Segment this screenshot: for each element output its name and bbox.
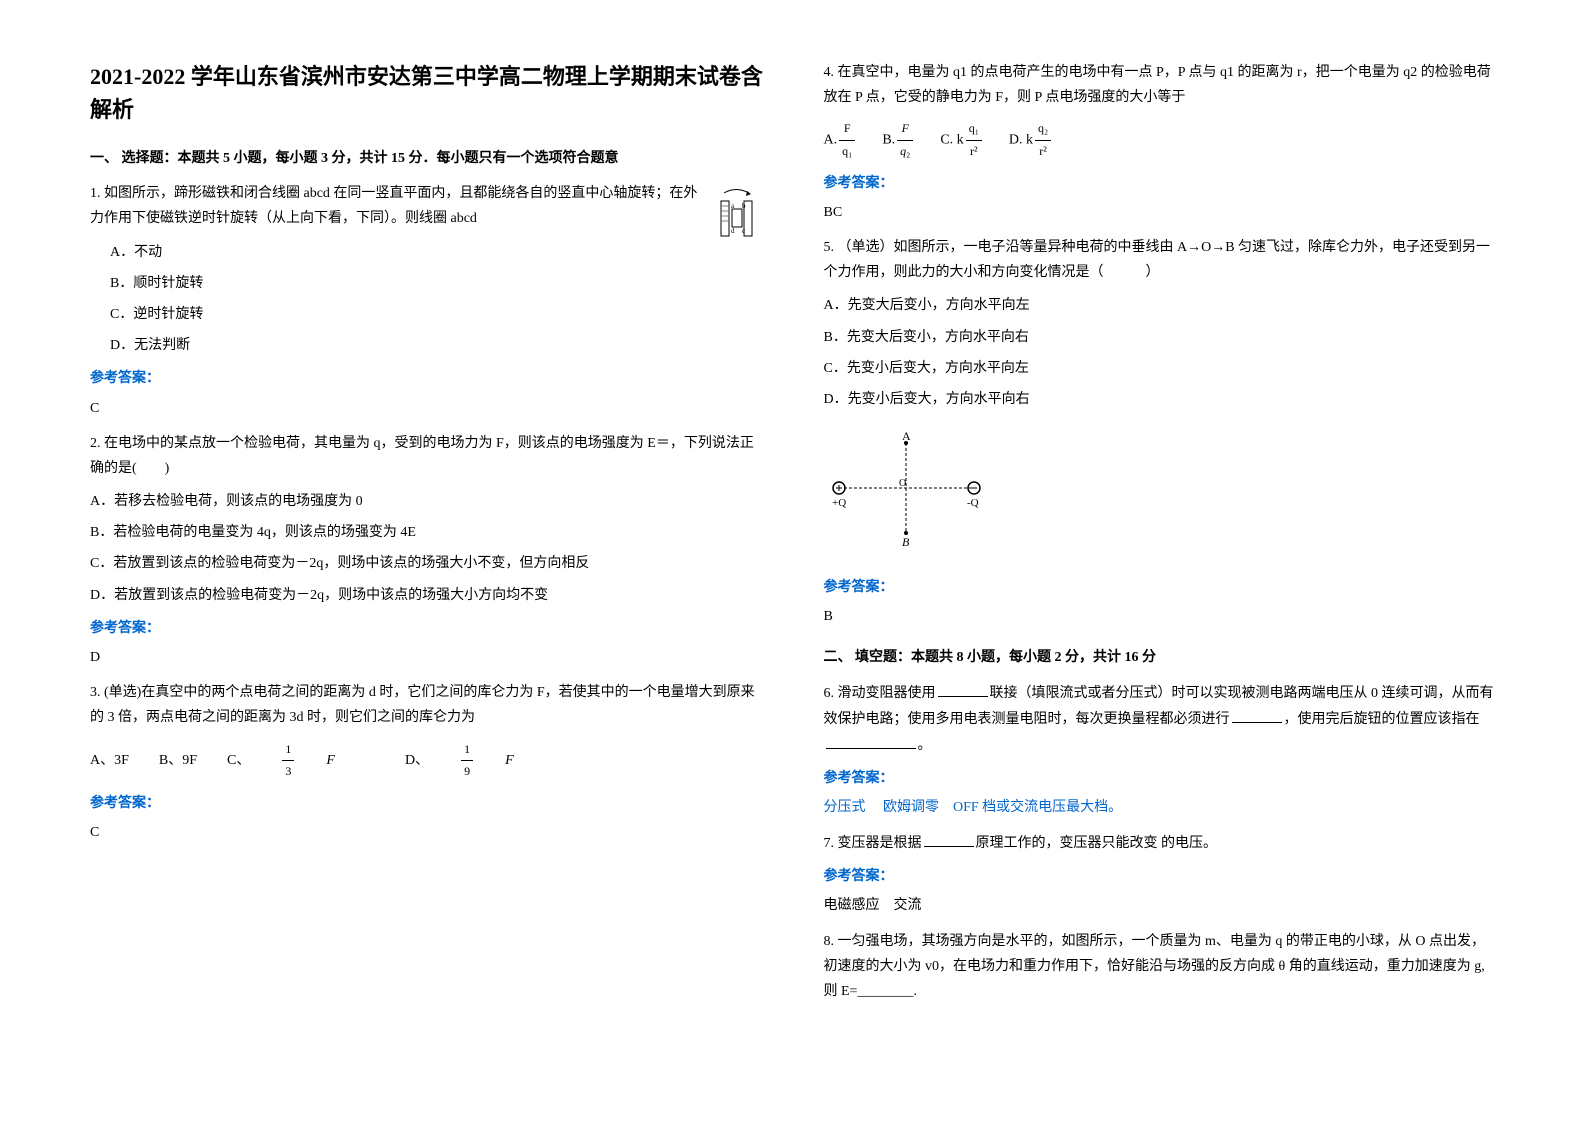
section2-header: 二、 填空题：本题共 8 小题，每小题 2 分，共计 16 分 bbox=[824, 645, 1498, 670]
q7-t2: 原理工作的，变压器只能改变 的电压。 bbox=[976, 836, 1218, 851]
q2-text: 2. 在电场中的某点放一个检验电荷，其电量为 q，受到的电场力为 F，则该点的电… bbox=[90, 431, 764, 481]
q6-t4: 。 bbox=[918, 738, 932, 753]
blank bbox=[938, 680, 988, 697]
q6-t3: ，使用完后旋钮的位置应该指在 bbox=[1284, 712, 1480, 727]
q5-answer: B bbox=[824, 604, 1498, 629]
q6-answer: 分压式 欧姆调零 OFF 档或交流电压最大档。 bbox=[824, 795, 1498, 820]
svg-text:+Q: +Q bbox=[832, 497, 846, 509]
q2-optA: A．若移去检验电荷，则该点的电场强度为 0 bbox=[90, 489, 764, 514]
q5-optA: A．先变大后变小，方向水平向左 bbox=[824, 293, 1498, 318]
q2-answer: D bbox=[90, 645, 764, 670]
q6-answer-label: 参考答案： bbox=[824, 766, 1498, 791]
q1-optD: D．无法判断 bbox=[90, 333, 764, 358]
blank bbox=[826, 732, 916, 749]
q1-text: 1. 如图所示，蹄形磁铁和闭合线圈 abcd 在同一竖直平面内，且都能绕各自的竖… bbox=[90, 181, 764, 231]
blank bbox=[1232, 706, 1282, 723]
q5-optB: B．先变大后变小，方向水平向右 bbox=[824, 325, 1498, 350]
left-column: 2021-2022 学年山东省滨州市安达第三中学高二物理上学期期末试卷含解析 一… bbox=[90, 60, 764, 1014]
q7-text: 7. 变压器是根据 原理工作的，变压器只能改变 的电压。 bbox=[824, 830, 1498, 856]
q2-optB: B．若检验电荷的电量变为 4q，则该点的场强变为 4E bbox=[90, 520, 764, 545]
question-4: 4. 在真空中，电量为 q1 的点电荷产生的电场中有一点 P，P 点与 q1 的… bbox=[824, 60, 1498, 225]
q5-optD: D．先变小后变大，方向水平向右 bbox=[824, 387, 1498, 412]
q4-answer-label: 参考答案： bbox=[824, 171, 1498, 196]
q8-text: 8. 一匀强电场，其场强方向是水平的，如图所示，一个质量为 m、电量为 q 的带… bbox=[824, 929, 1498, 1005]
q3-optD: D、 bbox=[405, 748, 429, 773]
svg-text:A: A bbox=[902, 429, 911, 443]
svg-text:B: B bbox=[902, 535, 910, 548]
question-8: 8. 一匀强电场，其场强方向是水平的，如图所示，一个质量为 m、电量为 q 的带… bbox=[824, 929, 1498, 1005]
svg-text:b: b bbox=[742, 202, 746, 210]
q3-fracD: 19 bbox=[461, 739, 473, 783]
question-7: 7. 变压器是根据 原理工作的，变压器只能改变 的电压。 参考答案： 电磁感应 交… bbox=[824, 830, 1498, 918]
q6-text: 6. 滑动变阻器使用联接（填限流式或者分压式）时可以实现被测电路两端电压从 0 … bbox=[824, 680, 1498, 758]
question-3: 3. (单选)在真空中的两个点电荷之间的距离为 d 时，它们之间的库仑力为 F，… bbox=[90, 680, 764, 845]
q1-answer-label: 参考答案： bbox=[90, 366, 764, 391]
q7-t1: 7. 变压器是根据 bbox=[824, 836, 922, 851]
blank bbox=[924, 830, 974, 847]
svg-text:O: O bbox=[899, 478, 906, 489]
section1-header: 一、 选择题：本题共 5 小题，每小题 3 分，共计 15 分．每小题只有一个选… bbox=[90, 146, 764, 171]
q7-answer: 电磁感应 交流 bbox=[824, 893, 1498, 918]
q3-answer-label: 参考答案： bbox=[90, 791, 764, 816]
page-container: 2021-2022 学年山东省滨州市安达第三中学高二物理上学期期末试卷含解析 一… bbox=[90, 60, 1497, 1014]
q4-optC: C. kq₁r² bbox=[940, 118, 984, 162]
q5-optC: C．先变小后变大，方向水平向左 bbox=[824, 356, 1498, 381]
q3-options-row: A、3F B、9F C、 13F D、 19F bbox=[90, 739, 764, 783]
magnet-diagram: a b d c bbox=[709, 181, 764, 241]
q1-optB: B．顺时针旋转 bbox=[90, 271, 764, 296]
question-6: 6. 滑动变阻器使用联接（填限流式或者分压式）时可以实现被测电路两端电压从 0 … bbox=[824, 680, 1498, 820]
q4-formulas: A.Fq₁ B.Fq₂ C. kq₁r² D. kq₂r² bbox=[824, 118, 1498, 162]
svg-text:c: c bbox=[742, 227, 745, 235]
q4-optB: B.Fq₂ bbox=[882, 118, 915, 162]
question-5: 5. （单选）如图所示，一电子沿等量异种电荷的中垂线由 A→O→B 匀速飞过，除… bbox=[824, 235, 1498, 630]
q3-optB: B、9F bbox=[159, 748, 197, 773]
q6-t1: 6. 滑动变阻器使用 bbox=[824, 686, 936, 701]
q2-optD: D．若放置到该点的检验电荷变为－2q，则场中该点的场强大小方向均不变 bbox=[90, 583, 764, 608]
q3-optC: C、 bbox=[227, 748, 250, 773]
q4-optA: A.Fq₁ bbox=[824, 118, 858, 162]
q4-text: 4. 在真空中，电量为 q1 的点电荷产生的电场中有一点 P，P 点与 q1 的… bbox=[824, 60, 1498, 110]
q3-text: 3. (单选)在真空中的两个点电荷之间的距离为 d 时，它们之间的库仑力为 F，… bbox=[90, 680, 764, 730]
q3-answer: C bbox=[90, 820, 764, 845]
q1-optC: C．逆时针旋转 bbox=[90, 302, 764, 327]
q2-optC: C．若放置到该点的检验电荷变为－2q，则场中该点的场强大小不变，但方向相反 bbox=[90, 551, 764, 576]
question-2: 2. 在电场中的某点放一个检验电荷，其电量为 q，受到的电场力为 F，则该点的电… bbox=[90, 431, 764, 671]
exam-title: 2021-2022 学年山东省滨州市安达第三中学高二物理上学期期末试卷含解析 bbox=[90, 60, 764, 126]
q5-answer-label: 参考答案： bbox=[824, 575, 1498, 600]
question-1: a b d c 1. 如图所示，蹄形磁铁和闭合线圈 abcd 在同一竖直平面内，… bbox=[90, 181, 764, 421]
q1-optA: A．不动 bbox=[90, 240, 764, 265]
field-diagram: A B +Q -Q O bbox=[824, 428, 984, 548]
q2-answer-label: 参考答案： bbox=[90, 616, 764, 641]
q7-answer-label: 参考答案： bbox=[824, 864, 1498, 889]
q4-optD: D. kq₂r² bbox=[1009, 118, 1053, 162]
right-column: 4. 在真空中，电量为 q1 的点电荷产生的电场中有一点 P，P 点与 q1 的… bbox=[824, 60, 1498, 1014]
q4-answer: BC bbox=[824, 200, 1498, 225]
q5-text: 5. （单选）如图所示，一电子沿等量异种电荷的中垂线由 A→O→B 匀速飞过，除… bbox=[824, 235, 1498, 285]
svg-text:-Q: -Q bbox=[967, 497, 979, 509]
q3-optA: A、3F bbox=[90, 748, 129, 773]
q1-answer: C bbox=[90, 396, 764, 421]
svg-text:d: d bbox=[731, 227, 735, 235]
q3-fracC: 13 bbox=[282, 739, 294, 783]
